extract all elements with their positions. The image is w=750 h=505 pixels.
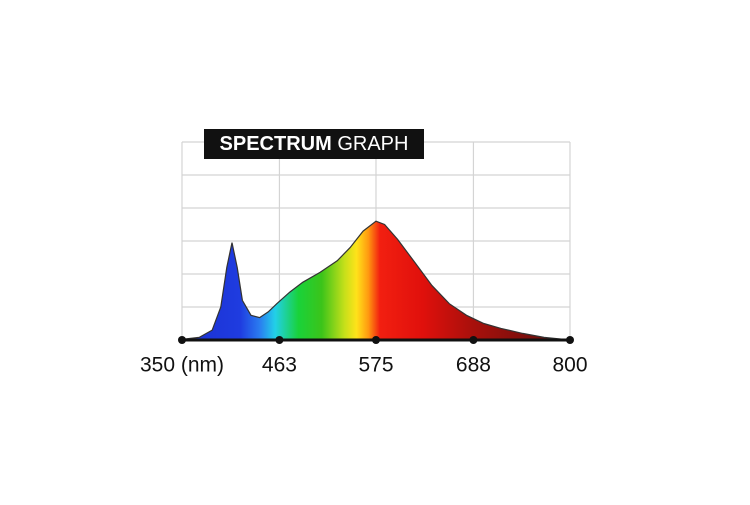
chart-title: SPECTRUM GRAPH [220,133,409,155]
title-bold: SPECTRUM [220,133,332,155]
title-regular: GRAPH [337,133,408,155]
x-tick-label: 575 [358,354,393,377]
title-box [204,129,424,159]
tick-dot [566,336,574,344]
tick-dot [275,336,284,344]
x-tick-label: 463 [262,354,297,377]
x-tick-label: 688 [456,354,491,377]
spectrum-area [181,220,571,341]
tick-dot [178,336,186,344]
tick-dot [372,336,380,344]
tick-dot [469,336,478,344]
plot: 350 (nm) 463 575 688 800 [140,220,588,377]
x-tick-label: 800 [552,354,587,377]
x-tick-label: 350 (nm) [140,354,224,377]
